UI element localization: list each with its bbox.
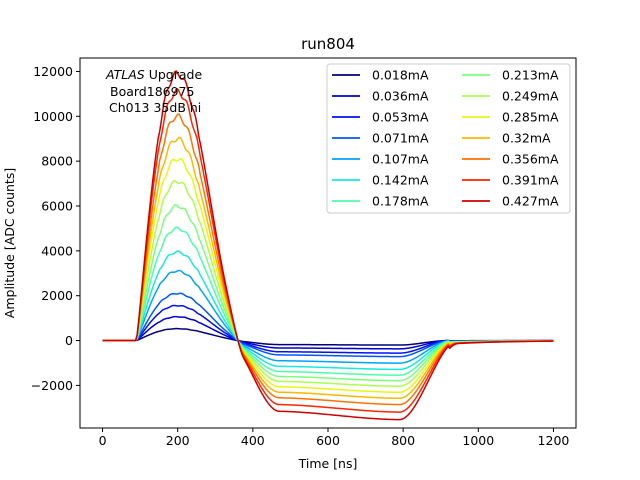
series-lines bbox=[102, 70, 554, 421]
legend-entry-label: 0.427mA bbox=[502, 194, 559, 209]
legend-entry-label: 0.178mA bbox=[372, 194, 429, 209]
y-axis-label: Amplitude [ADC counts] bbox=[2, 168, 17, 318]
x-tick-label: 800 bbox=[391, 433, 415, 448]
y-tick-label: −2000 bbox=[31, 378, 73, 393]
y-tick-label: 2000 bbox=[41, 288, 73, 303]
chart-title: run804 bbox=[301, 35, 355, 53]
x-axis-label: Time [ns] bbox=[298, 456, 358, 471]
legend-entry-label: 0.249mA bbox=[502, 89, 559, 104]
y-tick-label: 6000 bbox=[41, 199, 73, 214]
annotation-upgrade: Upgrade bbox=[145, 67, 203, 82]
annotation-line-3: Ch013 35dB hi bbox=[109, 100, 201, 115]
y-tick-label: 10000 bbox=[33, 109, 73, 124]
y-tick-label: 4000 bbox=[41, 243, 73, 258]
y-tick-label: 0 bbox=[65, 333, 73, 348]
x-tick-label: 1200 bbox=[538, 433, 570, 448]
legend-entry-label: 0.053mA bbox=[372, 110, 429, 125]
annotation-atlas: ATLAS bbox=[105, 67, 145, 82]
y-axis: −2000 0 2000 4000 6000 8000 10000 12000 bbox=[31, 64, 80, 393]
legend-entry-label: 0.32mA bbox=[502, 131, 551, 146]
series-line-0.427mA bbox=[102, 70, 554, 421]
legend-entry-label: 0.356mA bbox=[502, 152, 559, 167]
x-tick-label: 600 bbox=[316, 433, 340, 448]
legend-entry-label: 0.107mA bbox=[372, 152, 429, 167]
x-tick-label: 0 bbox=[99, 433, 107, 448]
plot-area bbox=[102, 70, 554, 421]
annotation-line-1: ATLAS Upgrade bbox=[105, 67, 202, 82]
legend-entry-label: 0.391mA bbox=[502, 173, 559, 188]
legend-entry-label: 0.285mA bbox=[502, 110, 559, 125]
atlas-annotation: ATLAS Upgrade Board186975 Ch013 35dB hi bbox=[105, 67, 202, 115]
x-tick-label: 400 bbox=[241, 433, 265, 448]
legend-entry-label: 0.018mA bbox=[372, 68, 429, 83]
legend-box bbox=[326, 63, 571, 214]
y-tick-label: 12000 bbox=[33, 64, 73, 79]
legend: 0.018mA 0.036mA 0.053mA 0.071mA 0.107mA 0.142… bbox=[326, 63, 571, 214]
legend-entry-label: 0.071mA bbox=[372, 131, 429, 146]
y-tick-label: 8000 bbox=[41, 154, 73, 169]
x-tick-label: 200 bbox=[166, 433, 190, 448]
annotation-line-2: Board186975 bbox=[110, 84, 194, 99]
x-axis: 0 200 400 600 800 1000 1200 bbox=[99, 428, 570, 448]
legend-entry-label: 0.036mA bbox=[372, 89, 429, 104]
legend-entry-label: 0.213mA bbox=[502, 68, 559, 83]
legend-entry-label: 0.142mA bbox=[372, 173, 429, 188]
x-tick-label: 1000 bbox=[462, 433, 494, 448]
